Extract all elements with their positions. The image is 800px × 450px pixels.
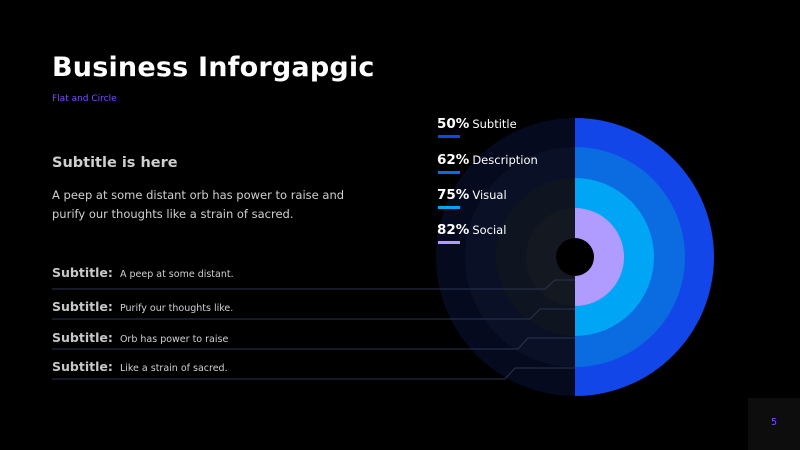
list-item: Subtitle: Purify our thoughts like. — [52, 296, 233, 315]
list-item: Subtitle: Like a strain of sacred. — [52, 356, 228, 375]
list-item-text: A peep at some distant. — [119, 269, 234, 280]
list-item-label: Subtitle: — [52, 265, 113, 280]
ring-1-lavender-half — [575, 208, 624, 306]
stat-color-bar — [438, 241, 460, 244]
list-item-text: Like a strain of sacred. — [119, 363, 228, 374]
stat-name: Description — [472, 153, 538, 167]
stat-name: Social — [472, 223, 507, 237]
stat-color-bar — [438, 171, 460, 174]
ring-1-dark-half — [526, 208, 575, 306]
stat-visual: 75% Visual — [437, 184, 507, 209]
stat-subtitle: 50% Subtitle — [437, 113, 517, 138]
list-item: Subtitle: Orb has power to raise — [52, 327, 228, 346]
list-item-label: Subtitle: — [52, 359, 113, 374]
list-item-label: Subtitle: — [52, 299, 113, 314]
list-item: Subtitle: A peep at some distant. — [52, 262, 234, 281]
stat-value: 50% — [437, 116, 470, 132]
section-subheading: Subtitle is here — [52, 155, 178, 171]
stat-social: 82% Social — [437, 219, 507, 244]
stat-value: 62% — [437, 152, 470, 168]
slide-kicker: Flat and Circle — [52, 94, 117, 104]
stat-color-bar — [438, 206, 460, 209]
slide-title: Business Inforgapgic — [52, 52, 375, 83]
connector-line-2 — [52, 308, 575, 320]
page-number: 5 — [770, 417, 778, 428]
list-item-text: Orb has power to raise — [119, 334, 229, 345]
list-item-text: Purify our thoughts like. — [119, 303, 234, 314]
section-paragraph: A peep at some distant orb has power to … — [52, 188, 345, 221]
center-hole — [556, 238, 594, 276]
connector-line-3 — [52, 337, 575, 350]
connector-line-4 — [52, 367, 575, 380]
page-number-box: 5 — [748, 398, 800, 450]
stat-color-bar — [438, 135, 460, 138]
stat-name: Visual — [472, 188, 507, 202]
stat-value: 75% — [437, 187, 470, 203]
stat-name: Subtitle — [472, 117, 517, 131]
stat-description: 62% Description — [437, 149, 538, 174]
stat-value: 82% — [437, 222, 470, 238]
list-item-label: Subtitle: — [52, 330, 113, 345]
connector-line-1 — [52, 279, 575, 290]
